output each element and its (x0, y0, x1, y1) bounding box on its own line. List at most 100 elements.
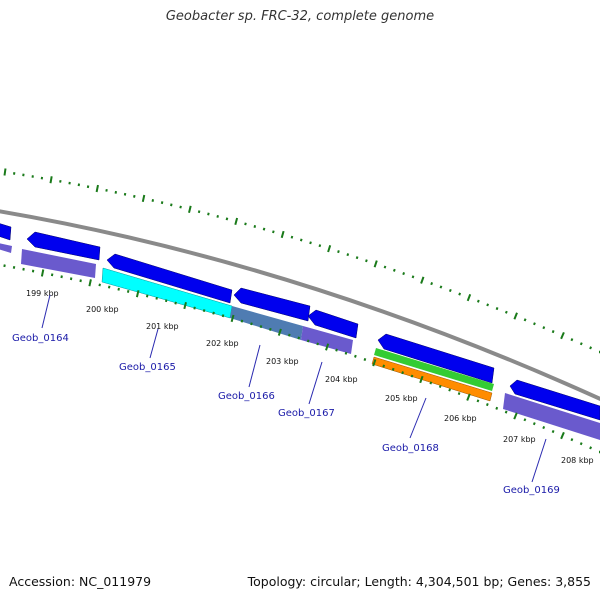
minor-tick (486, 303, 490, 307)
minor-tick (523, 418, 527, 422)
scale-label: 204 kbp (325, 375, 358, 384)
minor-tick (570, 438, 574, 442)
minor-tick (259, 325, 263, 329)
gene-leader-line (531, 438, 547, 483)
minor-tick (532, 422, 536, 426)
minor-tick (272, 230, 275, 234)
minor-tick (79, 279, 82, 283)
minor-tick (504, 410, 508, 414)
major-tick (466, 393, 471, 401)
major-tick (372, 359, 377, 367)
minor-tick (533, 322, 536, 326)
major-tick (466, 293, 472, 302)
scale-label: 208 kbp (561, 456, 594, 465)
minor-tick (579, 442, 583, 446)
feature-bar (21, 249, 96, 278)
minor-tick (504, 310, 508, 314)
minor-tick (551, 430, 555, 434)
major-tick (560, 331, 565, 340)
minor-tick (306, 339, 310, 343)
minor-tick (269, 327, 272, 331)
minor-tick (3, 264, 6, 268)
gene-leaders (41, 294, 547, 483)
minor-tick (365, 259, 368, 263)
gene-leader-line (149, 328, 159, 359)
major-tick (373, 260, 378, 268)
major-tick (88, 279, 92, 287)
minor-tick (318, 244, 322, 248)
minor-tick (476, 299, 480, 303)
scale-label: 200 kbp (86, 305, 119, 314)
major-tick (560, 431, 565, 440)
minor-tick (22, 267, 25, 271)
gene-leader-line (41, 294, 51, 329)
minor-tick (383, 265, 387, 269)
gene-label: Geob_0165 (119, 362, 176, 373)
feature-arrow (26, 231, 101, 261)
minor-tick (170, 203, 173, 207)
minor-tick (457, 392, 461, 396)
minor-tick (363, 357, 367, 362)
gene-label: Geob_0166 (218, 391, 275, 402)
outer-tick-track (3, 168, 600, 354)
minor-tick (145, 294, 149, 298)
minor-tick (133, 194, 136, 198)
minor-tick (123, 192, 127, 196)
major-tick (188, 205, 192, 213)
minor-tick (495, 406, 499, 410)
scale-label: 199 kbp (26, 289, 59, 298)
feature-bar (0, 243, 12, 253)
minor-tick (476, 399, 480, 403)
minor-tick (411, 275, 415, 279)
feature-arrow (307, 309, 359, 339)
minor-tick (335, 348, 338, 352)
minor-tick (392, 268, 396, 272)
backbone-line (0, 209, 600, 402)
feature-bar (230, 306, 303, 340)
minor-tick (382, 364, 386, 368)
scale-label: 205 kbp (385, 394, 418, 403)
minor-tick (244, 222, 247, 226)
minor-tick (262, 227, 266, 231)
feature-bar (301, 326, 353, 354)
scale-label: 203 kbp (266, 357, 299, 366)
scale-label: 207 kbp (503, 435, 536, 444)
minor-tick (290, 235, 294, 239)
minor-tick (151, 199, 155, 202)
minor-tick (98, 283, 101, 287)
minor-tick (523, 318, 527, 322)
gene-labels: Geob_0164 Geob_0165 Geob_0166 Geob_0167 … (12, 333, 560, 496)
minor-tick (221, 314, 225, 318)
feature-track (0, 223, 600, 440)
feature-bar (503, 393, 600, 440)
gene-label: Geob_0169 (503, 485, 560, 496)
minor-tick (439, 285, 443, 289)
minor-tick (448, 288, 452, 293)
minor-tick (316, 342, 319, 346)
minor-tick (107, 285, 111, 289)
major-tick (95, 184, 99, 193)
minor-tick (458, 292, 462, 296)
major-tick (513, 412, 518, 420)
minor-tick (309, 241, 312, 245)
feature-arrow (509, 379, 600, 421)
minor-tick (174, 301, 177, 305)
gene-label: Geob_0164 (12, 333, 69, 344)
minor-tick (542, 326, 546, 330)
minor-tick (86, 185, 90, 189)
minor-tick (216, 214, 219, 218)
scale-label: 202 kbp (206, 339, 239, 348)
minor-tick (12, 266, 16, 269)
major-tick (234, 217, 239, 225)
minor-tick (485, 403, 489, 407)
major-tick (40, 269, 45, 277)
minor-tick (299, 238, 303, 242)
minor-tick (438, 384, 442, 388)
minor-tick (391, 367, 395, 371)
major-tick (49, 176, 53, 184)
map-title: Geobacter sp. FRC-32, complete genome (165, 9, 435, 24)
scale-label: 201 kbp (146, 322, 179, 331)
major-tick (513, 312, 518, 320)
minor-tick (155, 296, 158, 300)
minor-tick (589, 446, 593, 450)
